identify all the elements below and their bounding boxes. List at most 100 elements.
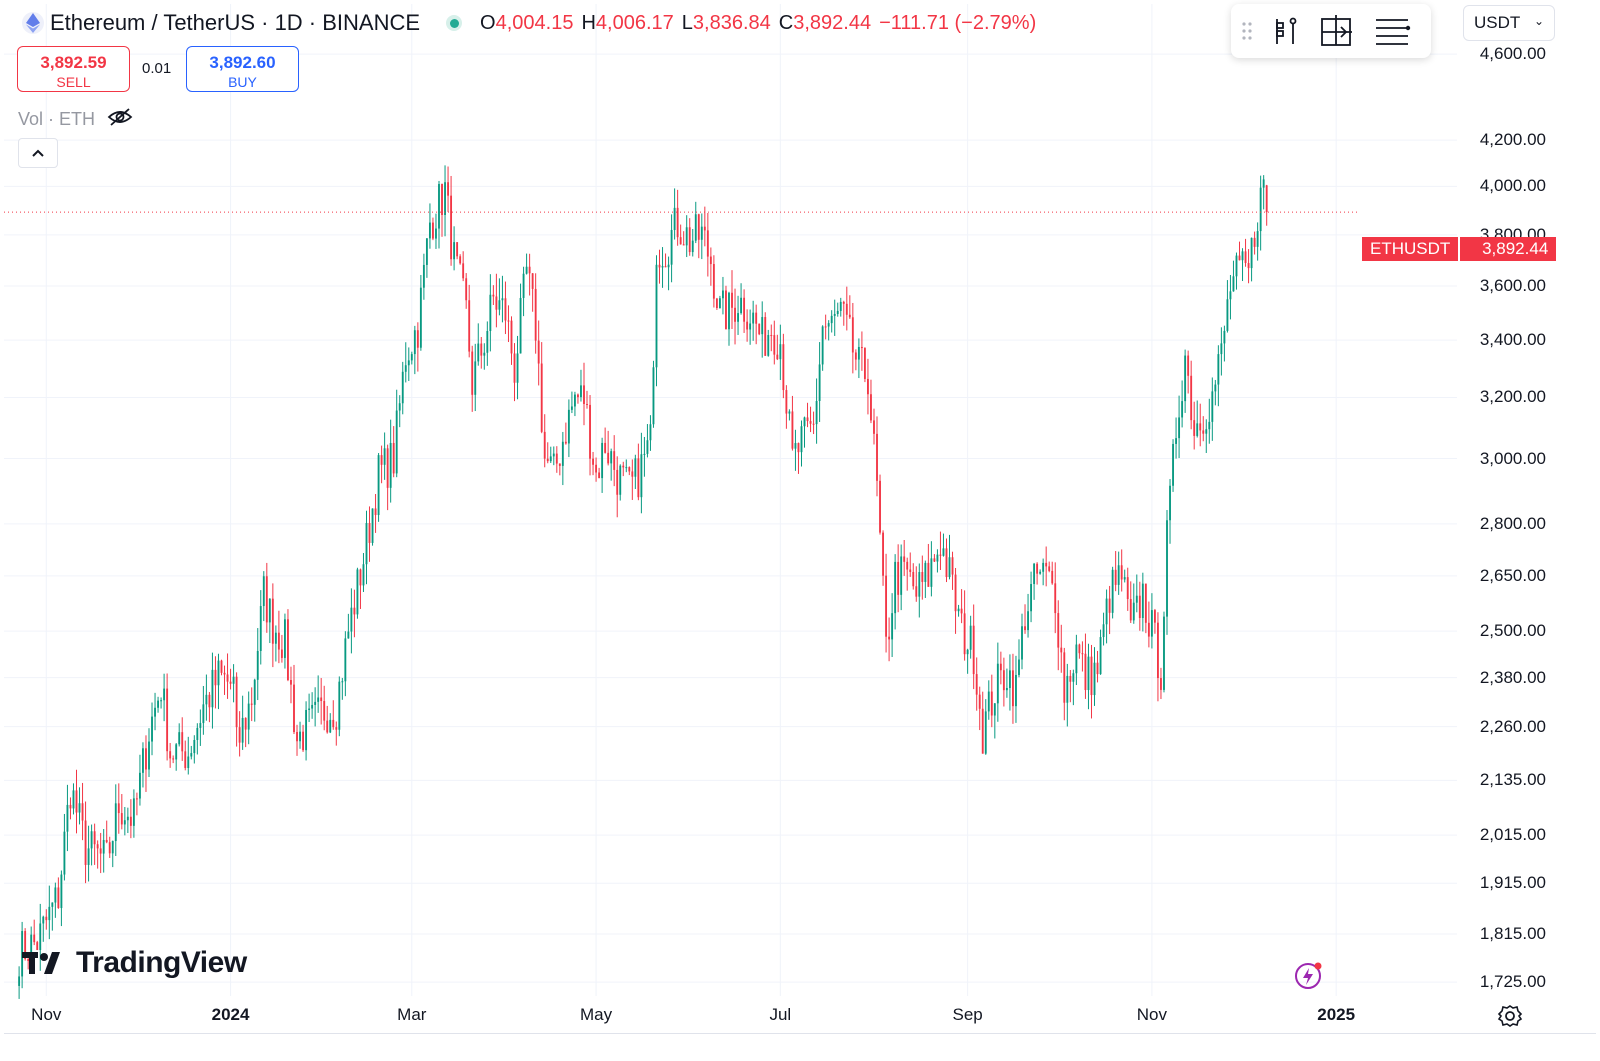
candle-body <box>1199 423 1202 431</box>
chart-settings-lines-icon[interactable] <box>1363 11 1421 51</box>
candle-body <box>794 443 797 449</box>
candle-body <box>465 278 468 301</box>
volume-indicator[interactable]: Vol · ETH <box>18 107 133 132</box>
candle-body <box>1214 384 1217 392</box>
candle-body <box>800 426 803 453</box>
currency-select[interactable]: USDT ⌄ <box>1463 5 1555 41</box>
candle-body <box>836 310 839 314</box>
x-tick-label: 2024 <box>211 1005 250 1024</box>
candle <box>190 745 193 760</box>
candle <box>229 668 232 690</box>
candle <box>507 305 510 343</box>
ohlc-value: 3,892.44 <box>793 11 872 34</box>
eye-hidden-icon[interactable] <box>107 107 133 132</box>
candle-body <box>277 632 280 650</box>
candle <box>1220 327 1223 376</box>
candle-body <box>308 708 311 710</box>
candle <box>504 281 507 335</box>
candle-body <box>208 694 211 708</box>
candle <box>293 664 295 735</box>
candle-body <box>770 335 773 337</box>
candle-body <box>688 227 691 253</box>
candle <box>81 782 84 841</box>
y-tick-label: 2,800.00 <box>1479 513 1546 534</box>
candle <box>613 435 616 487</box>
y-tick-label: 3,400.00 <box>1479 330 1546 351</box>
candle-body <box>993 703 996 716</box>
symbol-title[interactable]: Ethereum / TetherUS · 1D · BINANCE <box>50 10 421 35</box>
candle-body <box>540 363 543 432</box>
candle-body <box>501 298 504 301</box>
lightning-bolt-icon[interactable] <box>1294 960 1324 990</box>
candle <box>993 703 996 739</box>
candle <box>495 273 498 328</box>
candle <box>595 457 598 482</box>
candle-body <box>1241 251 1244 261</box>
candle <box>969 615 972 659</box>
candle <box>151 702 153 756</box>
candle <box>589 395 591 476</box>
candle <box>945 538 948 583</box>
candle <box>413 325 416 375</box>
candle <box>915 566 918 602</box>
candle <box>36 940 39 951</box>
gear-icon[interactable] <box>1497 1003 1523 1029</box>
market-status-icon[interactable] <box>446 15 463 31</box>
candle <box>308 693 311 722</box>
candle <box>797 442 800 474</box>
candle <box>770 324 773 352</box>
candle-body <box>882 532 884 576</box>
candle <box>1030 571 1033 623</box>
y-tick-label: 3,600.00 <box>1479 276 1546 297</box>
candle-body <box>718 298 721 309</box>
candle <box>196 723 199 755</box>
crosshair-icon[interactable] <box>1309 11 1363 51</box>
candle-body <box>428 222 431 239</box>
candle-body <box>380 455 383 465</box>
sell-button[interactable]: 3,892.59 SELL <box>17 46 130 92</box>
candle-body <box>694 214 697 241</box>
candle-body <box>791 411 794 449</box>
candle <box>516 335 519 400</box>
candle <box>1096 650 1099 683</box>
candle-body <box>1238 255 1241 261</box>
candle-body <box>1226 299 1229 331</box>
candle-body <box>700 226 703 240</box>
candle-body <box>854 352 857 360</box>
indicator-template-icon[interactable] <box>1263 11 1309 51</box>
candle <box>1108 585 1111 635</box>
candle-body <box>921 572 924 582</box>
candle <box>401 361 404 415</box>
candle-body <box>211 669 214 708</box>
collapse-legend-button[interactable] <box>18 138 58 168</box>
candle-body <box>419 287 422 348</box>
candle <box>960 589 963 624</box>
candle <box>655 255 658 387</box>
candle-body <box>842 301 845 304</box>
candle-body <box>743 297 746 322</box>
candle <box>483 343 486 370</box>
candle <box>290 666 292 704</box>
buy-button[interactable]: 3,892.60 BUY <box>186 46 299 92</box>
candle-body <box>1042 562 1045 572</box>
candle-body <box>960 608 963 614</box>
candle-body <box>640 454 643 498</box>
candle <box>670 214 673 283</box>
candle-body <box>661 266 664 268</box>
candle-body <box>507 320 510 322</box>
candle <box>232 664 235 703</box>
candle-body <box>782 344 785 391</box>
candle-body <box>1181 401 1184 418</box>
x-tick-label: Nov <box>31 1005 62 1024</box>
candle-body <box>1015 674 1017 707</box>
candle-body <box>863 348 866 379</box>
candle <box>963 590 966 661</box>
candle <box>1078 643 1081 659</box>
candle <box>685 215 688 258</box>
candle-body <box>398 403 401 411</box>
candle <box>39 903 42 971</box>
candle-body <box>69 804 72 809</box>
candle <box>758 323 761 336</box>
drag-handle-icon[interactable] <box>1231 11 1263 51</box>
